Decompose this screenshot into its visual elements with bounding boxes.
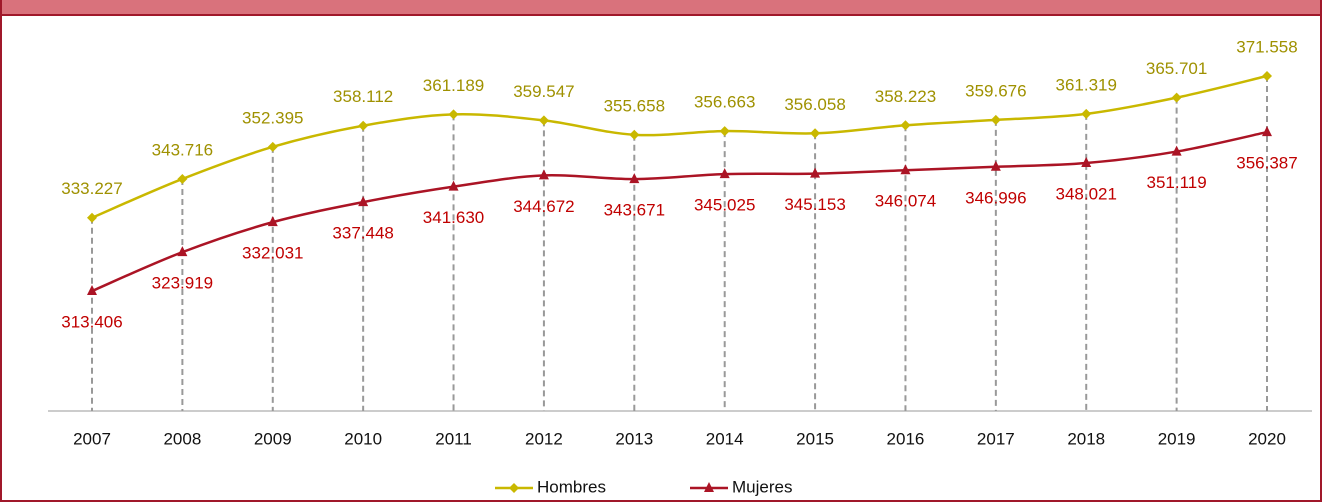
marker <box>358 196 369 207</box>
marker <box>900 164 911 175</box>
marker <box>719 168 730 179</box>
marker <box>990 114 1001 125</box>
data-label: 348.021 <box>1056 185 1117 204</box>
marker <box>1262 126 1272 137</box>
marker <box>177 246 188 257</box>
data-label: 359.547 <box>513 82 574 101</box>
data-label: 356.058 <box>784 95 845 114</box>
data-label: 323.919 <box>152 274 213 293</box>
x-tick-label: 2018 <box>1067 429 1105 448</box>
marker <box>629 173 640 184</box>
series-line <box>91 74 1268 219</box>
x-tick-label: 2019 <box>1158 429 1196 448</box>
marker <box>900 120 911 131</box>
data-label: 351.119 <box>1147 173 1207 192</box>
data-label: 343.716 <box>152 140 213 159</box>
header-band <box>0 0 1322 16</box>
x-tick-label: 2020 <box>1248 429 1286 448</box>
x-tick-label: 2013 <box>615 429 653 448</box>
x-tick-label: 2009 <box>254 429 292 448</box>
marker <box>177 173 188 184</box>
marker <box>1081 157 1092 168</box>
marker <box>1171 145 1182 156</box>
marker <box>538 115 549 126</box>
marker <box>1081 108 1092 119</box>
x-tick-label: 2008 <box>163 429 201 448</box>
marker <box>87 285 97 295</box>
x-tick-label: 2017 <box>977 429 1015 448</box>
data-label: 345.153 <box>784 195 845 214</box>
marker <box>990 160 1001 171</box>
marker <box>448 180 459 191</box>
marker <box>1171 92 1182 103</box>
marker <box>538 169 549 180</box>
marker <box>719 126 730 137</box>
x-tick-label: 2012 <box>525 429 563 448</box>
data-label: 358.112 <box>333 87 393 106</box>
marker <box>358 120 369 131</box>
marker <box>629 129 640 140</box>
legend-label: Hombres <box>537 477 606 496</box>
data-label: 356.387 <box>1236 154 1297 173</box>
marker <box>267 216 278 227</box>
data-label: 346.996 <box>965 188 1026 207</box>
series-line <box>91 130 1268 293</box>
data-label: 345.025 <box>694 196 755 215</box>
legend-marker <box>509 483 519 493</box>
x-tick-label: 2010 <box>344 429 382 448</box>
data-label: 332.031 <box>242 244 303 263</box>
legend-marker <box>704 482 714 492</box>
marker <box>1262 71 1272 81</box>
data-label: 346.074 <box>875 192 936 211</box>
data-label: 344.672 <box>513 197 574 216</box>
data-label: 361.189 <box>423 76 484 95</box>
x-tick-label: 2015 <box>796 429 834 448</box>
data-label: 313.406 <box>61 312 122 331</box>
data-label: 361.319 <box>1056 75 1117 94</box>
data-label: 355.658 <box>604 96 665 115</box>
data-label: 371.558 <box>1236 37 1297 56</box>
marker <box>810 167 821 178</box>
x-tick-label: 2014 <box>706 429 744 448</box>
data-label: 352.395 <box>242 108 303 127</box>
marker <box>810 128 821 139</box>
data-label: 358.223 <box>875 87 936 106</box>
marker <box>267 141 278 152</box>
data-label: 365.701 <box>1146 59 1207 78</box>
x-tick-label: 2007 <box>73 429 111 448</box>
x-tick-label: 2011 <box>435 429 472 448</box>
marker <box>87 212 97 223</box>
data-label: 341.630 <box>423 208 484 227</box>
marker <box>448 109 459 120</box>
data-label: 337.448 <box>332 224 393 243</box>
data-label: 356.663 <box>694 93 755 112</box>
x-tick-label: 2016 <box>887 429 925 448</box>
data-label: 343.671 <box>604 201 665 220</box>
legend-label: Mujeres <box>732 477 792 496</box>
data-label: 333.227 <box>61 179 122 198</box>
data-label: 359.676 <box>965 81 1026 100</box>
